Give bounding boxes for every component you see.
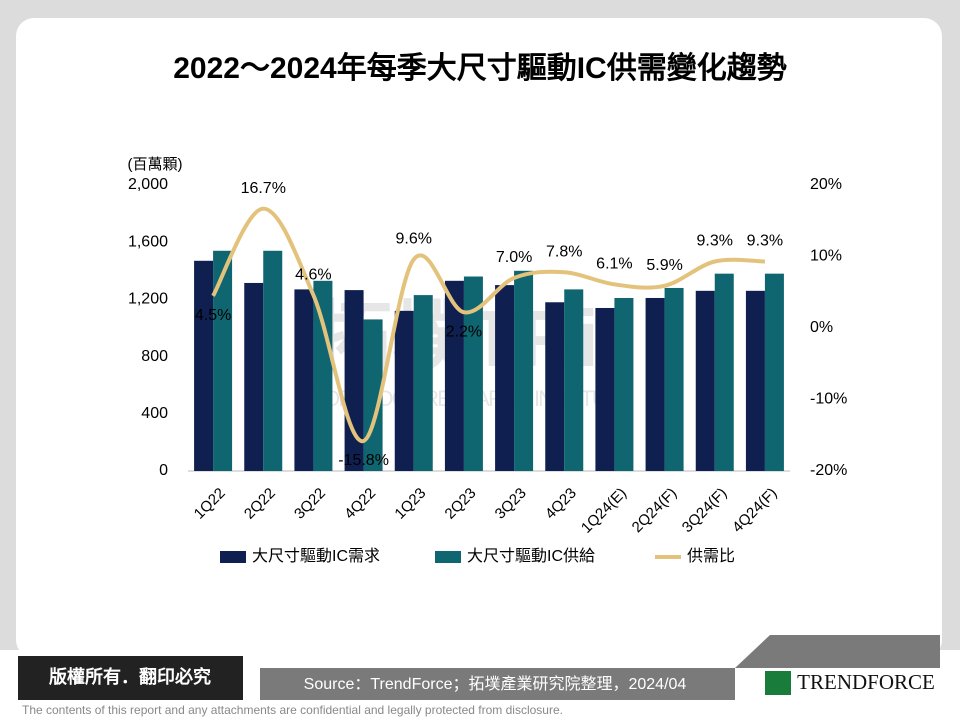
- y-tick-label: 2,000: [128, 176, 168, 193]
- value-label: 16.7%: [241, 180, 286, 197]
- bar: [614, 297, 634, 471]
- bar: [294, 289, 314, 471]
- value-label: 4.6%: [295, 266, 331, 283]
- legend-label: 大尺寸驅動IC供給: [467, 547, 595, 565]
- legend-label: 大尺寸驅動IC需求: [252, 547, 380, 565]
- value-label: 9.6%: [396, 231, 432, 248]
- rights: 版權所有．翻印必究: [49, 666, 211, 687]
- y2-tick-label: 10%: [810, 248, 842, 265]
- y-tick-label: 1,600: [128, 233, 168, 250]
- value-label: 9.3%: [747, 233, 783, 250]
- y2-tick-label: 0%: [810, 319, 833, 336]
- value-label: -15.8%: [338, 452, 389, 469]
- chart-title: 2022～2024年每季大尺寸驅動IC供需變化趨勢: [173, 51, 786, 85]
- bar: [645, 297, 665, 471]
- value-label: 4.5%: [195, 307, 231, 324]
- rights-box: [18, 656, 243, 700]
- source: Source：TrendForce；拓墣產業研究院整理，2024/04: [304, 675, 687, 693]
- bar: [244, 282, 264, 471]
- line: [211, 206, 765, 443]
- disclaimer: The contents of this report and any atta…: [22, 703, 563, 717]
- value-label: 7.0%: [496, 249, 532, 266]
- bar: [413, 295, 433, 471]
- bar: [394, 310, 414, 471]
- y-axis-label: (百萬顆): [128, 156, 183, 173]
- source-bar: [260, 635, 940, 700]
- brand: TRENDFORCE: [797, 670, 935, 694]
- legend-swatch: [220, 551, 246, 563]
- bar: [463, 276, 483, 471]
- value-label: 2.2%: [446, 323, 482, 340]
- value-label: 5.9%: [646, 257, 682, 274]
- y-tick-label: 0: [159, 462, 168, 479]
- bar: [564, 289, 584, 471]
- bar: [313, 280, 333, 471]
- bar: [213, 250, 233, 471]
- y-tick-label: 800: [141, 348, 168, 365]
- y2-tick-label: -10%: [810, 391, 847, 408]
- value-label: 6.1%: [596, 256, 632, 273]
- legend-label: 供需比: [687, 547, 735, 565]
- value-label: 7.8%: [546, 243, 582, 260]
- bar: [545, 302, 565, 471]
- bar: [714, 273, 734, 471]
- bar: [444, 280, 464, 471]
- bar: [263, 250, 283, 471]
- value-label: 9.3%: [697, 233, 733, 250]
- bar: [595, 307, 615, 471]
- bar: [344, 290, 364, 471]
- y2-tick-label: -20%: [810, 462, 847, 479]
- y-tick-label: 1,200: [128, 291, 168, 308]
- bar: [745, 290, 765, 471]
- bar: [194, 260, 214, 471]
- brand-icon: [765, 671, 791, 695]
- bar: [664, 287, 684, 471]
- y2-tick-label: 20%: [810, 176, 842, 193]
- bar: [764, 273, 784, 471]
- y-tick-label: 400: [141, 405, 168, 422]
- bar: [695, 290, 715, 471]
- bar: [514, 270, 534, 471]
- bar: [495, 285, 515, 471]
- legend-swatch: [435, 551, 461, 563]
